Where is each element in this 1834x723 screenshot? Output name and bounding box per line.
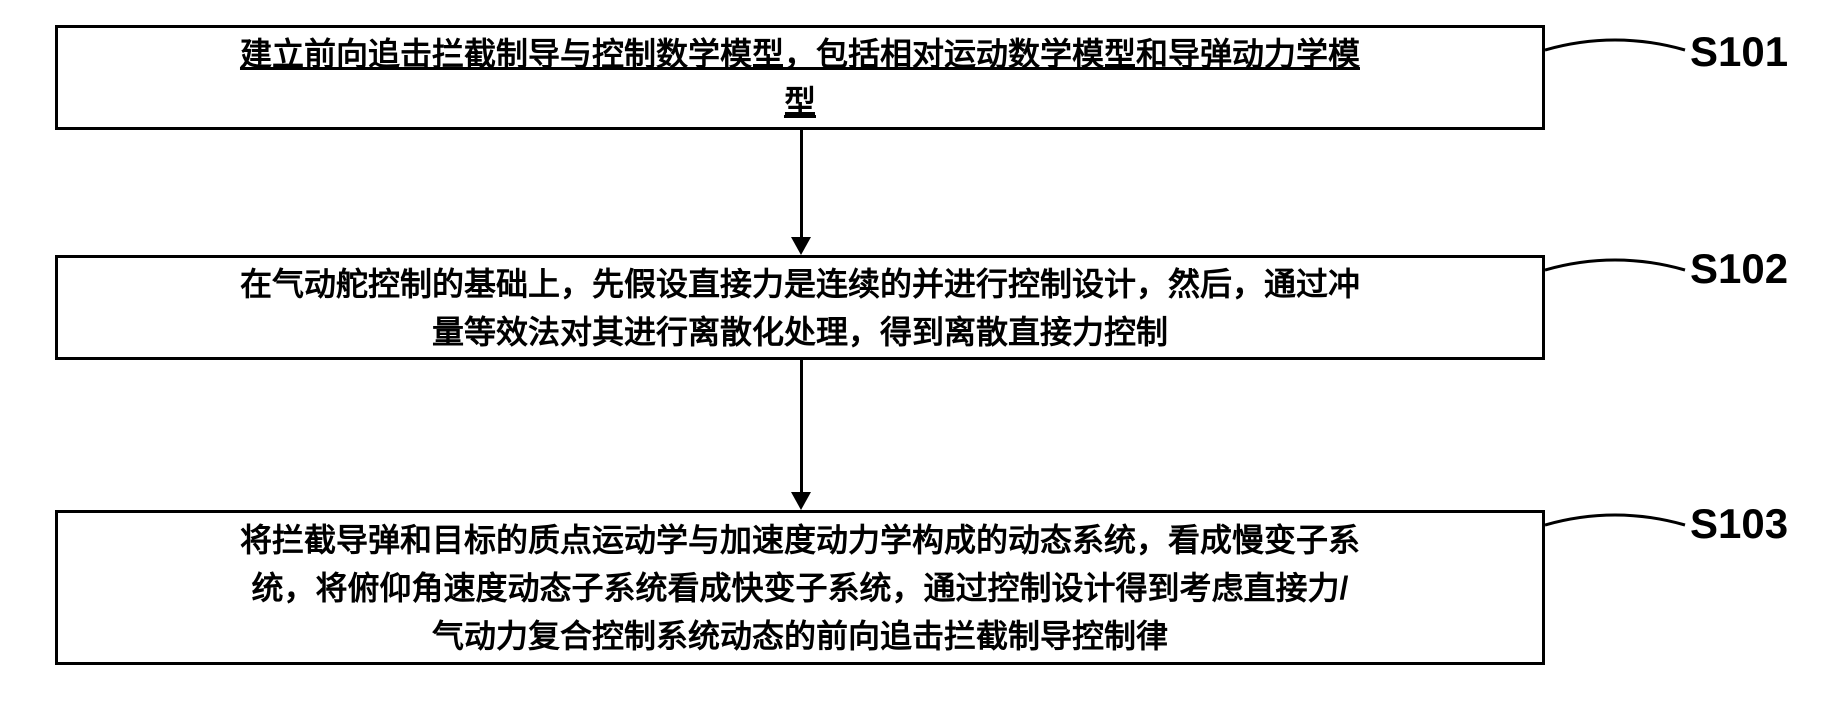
label-curve-s102	[1545, 245, 1690, 295]
step-line: 将拦截导弹和目标的质点运动学与加速度动力学构成的动态系统，看成慢变子系	[240, 522, 1360, 558]
step-line: 量等效法对其进行离散化处理，得到离散直接力控制	[432, 314, 1168, 350]
step-line: 统，将俯仰角速度动态子系统看成快变子系统，通过控制设计得到考虑直接力/	[252, 570, 1349, 606]
step-label-s103: S103	[1690, 500, 1788, 548]
step-text-s101: 建立前向追击拦截制导与控制数学模型，包括相对运动数学模型和导弹动力学模 型	[240, 30, 1360, 126]
step-line: 气动力复合控制系统动态的前向追击拦截制导控制律	[432, 618, 1168, 654]
step-box-s103: 将拦截导弹和目标的质点运动学与加速度动力学构成的动态系统，看成慢变子系 统，将俯…	[55, 510, 1545, 665]
step-label-s101: S101	[1690, 28, 1788, 76]
label-curve-s103	[1545, 500, 1690, 550]
label-curve-s101	[1545, 25, 1690, 75]
step-box-s101: 建立前向追击拦截制导与控制数学模型，包括相对运动数学模型和导弹动力学模 型	[55, 25, 1545, 130]
step-line: 型	[784, 84, 816, 120]
step-box-s102: 在气动舵控制的基础上，先假设直接力是连续的并进行控制设计，然后，通过冲 量等效法…	[55, 255, 1545, 360]
arrow-s101-s102	[800, 130, 803, 237]
arrow-head-1	[791, 237, 811, 255]
flowchart-container: 建立前向追击拦截制导与控制数学模型，包括相对运动数学模型和导弹动力学模 型 S1…	[0, 0, 1834, 723]
step-line: 在气动舵控制的基础上，先假设直接力是连续的并进行控制设计，然后，通过冲	[240, 266, 1360, 302]
arrow-s102-s103	[800, 360, 803, 492]
step-text-s103: 将拦截导弹和目标的质点运动学与加速度动力学构成的动态系统，看成慢变子系 统，将俯…	[240, 516, 1360, 660]
step-label-s102: S102	[1690, 245, 1788, 293]
step-line: 建立前向追击拦截制导与控制数学模型，包括相对运动数学模型和导弹动力学模	[240, 36, 1360, 72]
arrow-head-2	[791, 492, 811, 510]
step-text-s102: 在气动舵控制的基础上，先假设直接力是连续的并进行控制设计，然后，通过冲 量等效法…	[240, 260, 1360, 356]
